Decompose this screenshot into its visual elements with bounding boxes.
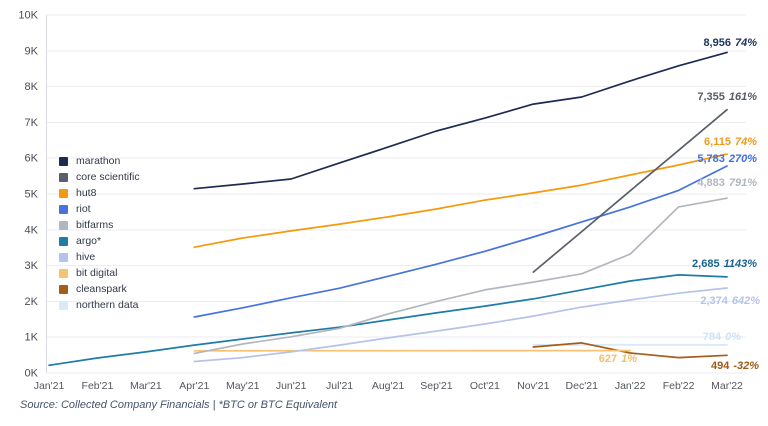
series-label-core-scientific: 7,355 161% [697, 91, 757, 103]
series-line-core-scientific [532, 108, 728, 273]
legend-label-hut8: hut8 [76, 187, 97, 199]
series-label-value: 2,685 [692, 258, 720, 270]
legend-item-argo: argo* [59, 233, 140, 249]
x-tick-label: Dec'21 [566, 380, 599, 392]
series-label-pct: 791% [729, 177, 757, 189]
legend-item-cleanspark: cleanspark [59, 281, 140, 297]
legend-label-bit-digital: bit digital [76, 267, 118, 279]
series-label-value: 7,355 [697, 91, 725, 103]
x-tick-label: Nov'21 [517, 380, 550, 392]
legend-label-core-scientific: core scientific [76, 171, 140, 183]
legend-swatch-northern-data [59, 300, 68, 310]
legend-swatch-hut8 [59, 188, 68, 198]
series-label-pct: 1143% [724, 258, 758, 270]
legend-label-marathon: marathon [76, 155, 121, 167]
series-label-value: 2,374 [700, 295, 728, 307]
x-tick-label: Apr'21 [179, 380, 209, 392]
series-label-value: 5,783 [697, 153, 725, 165]
legend-swatch-riot [59, 204, 68, 214]
legend-label-bitfarms: bitfarms [76, 219, 114, 231]
series-label-value: 6,115 [704, 136, 731, 148]
series-label-pct: 270% [728, 153, 757, 165]
legend-swatch-cleanspark [59, 284, 68, 294]
series-line-hive [193, 287, 728, 363]
legend-label-riot: riot [76, 203, 91, 215]
y-tick-label: 6K [25, 153, 39, 165]
legend-swatch-core-scientific [59, 172, 68, 182]
legend-swatch-bit-digital [59, 268, 68, 278]
legend-label-hive: hive [76, 251, 96, 263]
x-tick-label: Jul'21 [326, 380, 353, 392]
series-line-argo [48, 274, 728, 367]
x-tick-label: Feb'21 [82, 380, 114, 392]
y-tick-label: 4K [25, 224, 39, 236]
x-tick-label: Jun'21 [276, 380, 307, 392]
series-label-value: 8,956 [703, 37, 731, 49]
series-label-value: 494 [711, 360, 730, 372]
legend-swatch-bitfarms [59, 220, 68, 230]
y-tick-label: 1K [25, 332, 39, 344]
series-label-pct: 74% [735, 136, 757, 148]
series-line-bitfarms [193, 197, 728, 355]
y-tick-label: 2K [25, 296, 39, 308]
legend-item-marathon: marathon [59, 153, 140, 169]
series-label-hive: 2,374 642% [700, 295, 760, 307]
series-label-northern-data: 784 0% [703, 331, 741, 343]
series-label-bitfarms: 4,883 791% [697, 177, 757, 189]
series-label-argo: 2,685 1143% [692, 258, 757, 270]
y-tick-label: 7K [25, 117, 39, 129]
series-label-bit-digital: 627 1% [599, 353, 637, 365]
x-tick-label: Mar'22 [711, 380, 743, 392]
y-tick-label: 9K [25, 45, 39, 57]
x-tick-label: Jan'22 [615, 380, 646, 392]
series-label-pct: 0% [725, 331, 741, 343]
legend-swatch-argo [59, 236, 68, 246]
legend-label-cleanspark: cleanspark [76, 283, 127, 295]
series-label-pct: 161% [729, 91, 757, 103]
x-tick-label: May'21 [226, 380, 260, 392]
y-tick-label: 5K [25, 189, 39, 201]
series-label-hut8: 6,115 74% [704, 136, 757, 148]
gridlines [46, 14, 746, 374]
source-note: Source: Collected Company Financials | *… [20, 399, 338, 411]
legend: marathon core scientific hut8 riot bitfarms a… [59, 153, 140, 313]
legend-swatch-hive [59, 252, 68, 262]
series-label-riot: 5,783 270% [697, 153, 757, 165]
legend-item-hut8: hut8 [59, 185, 140, 201]
series-label-cleanspark: 494 -32% [711, 360, 759, 372]
legend-item-core-scientific: core scientific [59, 169, 140, 185]
x-tick-label: Jan'21 [34, 380, 65, 392]
y-tick-label: 3K [25, 260, 39, 272]
x-tick-label: Oct'21 [470, 380, 500, 392]
y-tick-label: 10K [18, 10, 38, 22]
legend-label-northern-data: northern data [76, 299, 139, 311]
series-label-value: 784 [703, 331, 722, 343]
x-tick-label: Sep'21 [420, 380, 453, 392]
legend-swatch-marathon [59, 156, 68, 166]
legend-item-bitfarms: bitfarms [59, 217, 140, 233]
series-label-marathon: 8,956 74% [703, 37, 757, 49]
series-label-pct: 1% [621, 353, 637, 365]
series-label-value: 627 [599, 353, 617, 365]
y-tick-label: 8K [25, 81, 39, 93]
y-tick-label: 0K [25, 368, 39, 380]
legend-label-argo: argo* [76, 235, 102, 247]
series-line-hut8 [193, 153, 728, 249]
x-tick-label: Aug'21 [372, 380, 405, 392]
series-line-marathon [193, 51, 728, 190]
x-tick-label: Feb'22 [663, 380, 695, 392]
series-label-pct: 74% [735, 37, 757, 49]
x-tick-label: Mar'21 [130, 380, 162, 392]
series-label-pct: 642% [732, 295, 760, 307]
legend-item-northern-data: northern data [59, 297, 140, 313]
legend-item-bit-digital: bit digital [59, 265, 140, 281]
legend-item-riot: riot [59, 201, 140, 217]
legend-item-hive: hive [59, 249, 140, 265]
series-line-cleanspark [532, 342, 728, 359]
series-line-riot [193, 165, 728, 318]
series-label-value: 4,883 [697, 177, 725, 189]
series-label-pct: -32% [733, 360, 759, 372]
